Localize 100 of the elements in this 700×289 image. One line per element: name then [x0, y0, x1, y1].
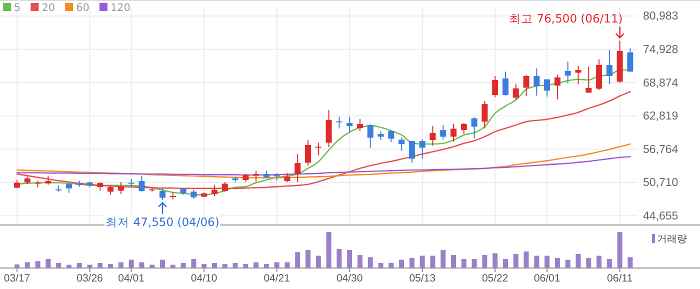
candlestick — [492, 76, 498, 98]
bar — [368, 257, 373, 268]
candlestick — [419, 138, 426, 160]
candlestick — [482, 100, 488, 129]
y-tick-label: 56,764 — [643, 144, 679, 156]
bar — [243, 264, 248, 268]
bar — [409, 258, 414, 268]
bar — [586, 258, 592, 268]
bar — [472, 259, 477, 268]
candlestick — [160, 188, 166, 200]
x-tick-label: 04/30 — [336, 272, 363, 284]
bar — [191, 259, 196, 268]
bar — [388, 262, 394, 268]
candlestick — [408, 140, 415, 164]
candlestick — [534, 68, 540, 96]
bar — [264, 264, 269, 268]
bar — [554, 258, 560, 268]
bar — [150, 264, 155, 268]
candlestick — [450, 124, 457, 142]
bar — [565, 260, 570, 268]
candlestick — [356, 118, 363, 132]
bar — [232, 262, 238, 268]
bar — [347, 250, 352, 268]
candlestick — [596, 58, 602, 91]
bar — [482, 255, 488, 268]
bar — [316, 256, 321, 268]
bar — [118, 262, 124, 268]
legend-label: 5 — [14, 2, 21, 14]
candlestick — [398, 137, 405, 152]
bar — [524, 251, 529, 268]
bar — [87, 264, 92, 268]
bar — [222, 264, 228, 268]
bar — [628, 257, 633, 268]
y-tick-label: 68,874 — [643, 77, 679, 90]
y-tick-label: 62,819 — [643, 110, 678, 123]
bar — [202, 264, 207, 268]
candlestick — [294, 154, 301, 183]
candlestick — [460, 122, 467, 135]
legend-label: 60 — [76, 2, 90, 14]
bar — [66, 264, 72, 268]
bar — [534, 256, 540, 268]
legend-label: 20 — [42, 2, 56, 14]
candlestick — [222, 182, 228, 192]
bar — [596, 256, 602, 268]
y-tick-label: 50,710 — [643, 177, 678, 190]
candlestick — [326, 110, 332, 148]
y-tick-label: 80,983 — [643, 10, 678, 23]
bar — [440, 250, 446, 268]
bar — [254, 262, 259, 268]
bar — [24, 262, 30, 268]
bar — [399, 260, 404, 268]
candlestick — [554, 74, 560, 100]
bar — [306, 250, 311, 268]
bar — [617, 232, 622, 268]
bar — [420, 256, 425, 268]
bar — [56, 262, 62, 268]
bar — [430, 256, 436, 268]
bar — [14, 264, 20, 268]
candlestick — [336, 116, 342, 129]
candlestick — [138, 175, 145, 192]
bar — [544, 256, 550, 268]
bar — [492, 253, 498, 268]
bar — [212, 262, 217, 268]
candlestick — [66, 182, 72, 194]
candlestick — [108, 184, 114, 196]
bar — [357, 255, 362, 268]
annotation: 최고 76,500 (06/11) — [509, 12, 623, 26]
bar — [108, 264, 114, 268]
y-tick-label: 44,655 — [643, 210, 678, 222]
candlestick — [45, 175, 52, 186]
bar — [576, 254, 581, 268]
candlestick — [575, 65, 582, 85]
bar — [606, 259, 612, 268]
bar — [46, 259, 51, 268]
candlestick — [211, 184, 218, 197]
bar — [451, 255, 456, 268]
bar — [128, 260, 134, 268]
legend-label: 120 — [110, 2, 130, 14]
candlestick — [388, 130, 394, 143]
x-tick-label: 06/11 — [607, 272, 633, 284]
candlestick — [440, 124, 446, 140]
bar — [502, 259, 508, 268]
bar — [284, 262, 290, 268]
candlestick — [315, 142, 322, 156]
bar — [76, 262, 82, 268]
candlestick — [564, 61, 571, 84]
candlestick — [544, 78, 550, 98]
candlestick — [253, 170, 260, 182]
x-tick-label: 05/22 — [482, 272, 508, 284]
bar — [336, 248, 342, 268]
line-series — [16, 156, 631, 176]
bar — [295, 252, 300, 268]
bar — [274, 262, 280, 268]
candlestick — [586, 66, 592, 94]
x-tick-label: 04/01 — [118, 272, 145, 284]
bar — [461, 259, 466, 268]
candlestick — [512, 84, 519, 101]
x-tick-label: 05/13 — [409, 272, 436, 284]
candlestick — [430, 126, 436, 146]
x-tick-label: 06/01 — [534, 272, 560, 284]
